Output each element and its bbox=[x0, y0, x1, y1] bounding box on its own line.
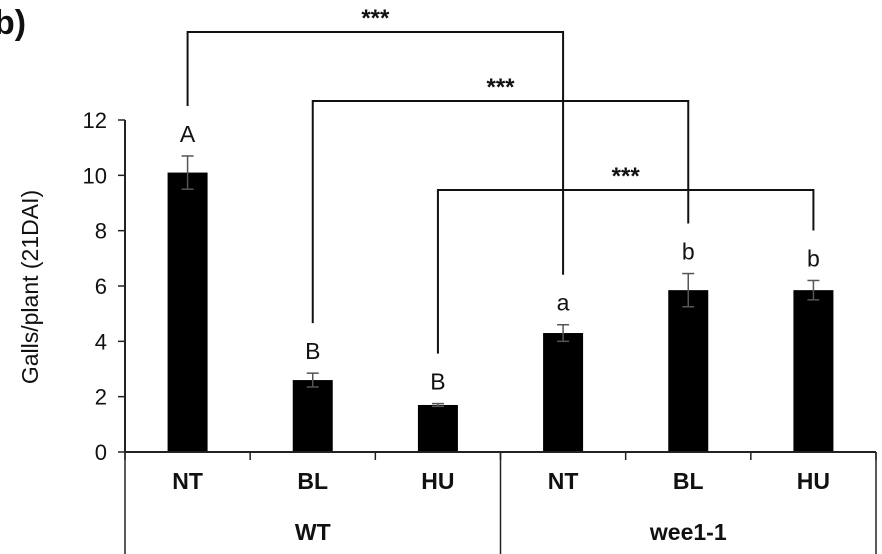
significance-bracket bbox=[186, 31, 565, 275]
significance-stars: *** bbox=[612, 163, 641, 190]
significance-bracket bbox=[436, 189, 815, 354]
significance-stars: *** bbox=[361, 5, 390, 32]
bars bbox=[167, 172, 834, 453]
x-category-label: NT bbox=[172, 468, 203, 494]
x-category-label: NT bbox=[548, 468, 579, 494]
significance-brackets: *** *** *** bbox=[186, 5, 815, 354]
x-group-label: WT bbox=[295, 519, 331, 545]
x-group-labels: WT wee1-1 bbox=[295, 519, 727, 545]
x-category-label: BL bbox=[673, 468, 704, 494]
significance-letter: b bbox=[807, 245, 820, 271]
bar bbox=[292, 380, 333, 452]
y-tick-label: 8 bbox=[95, 219, 107, 244]
y-tick-label: 12 bbox=[83, 108, 107, 133]
y-tick-label: 6 bbox=[95, 274, 107, 299]
y-axis-label: Galls/plant (21DAI) bbox=[17, 190, 43, 384]
x-category-label: BL bbox=[297, 468, 328, 494]
x-category-label: HU bbox=[421, 468, 454, 494]
significance-letter: A bbox=[180, 121, 196, 147]
significance-bracket bbox=[311, 100, 690, 324]
x-group-label: wee1-1 bbox=[649, 519, 727, 545]
significance-letter: B bbox=[430, 369, 445, 395]
y-tick-label: 4 bbox=[95, 329, 107, 354]
significance-letter: a bbox=[557, 290, 570, 316]
bar bbox=[417, 404, 458, 452]
axes bbox=[118, 119, 877, 554]
significance-letter: B bbox=[305, 338, 320, 364]
x-category-labels: NT BL HU NT BL HU bbox=[172, 468, 830, 494]
y-tick-label: 2 bbox=[95, 385, 107, 410]
significance-letters: A B Ba b b bbox=[180, 121, 820, 395]
significance-stars: *** bbox=[486, 74, 515, 101]
x-category-label: HU bbox=[797, 468, 830, 494]
error-bars bbox=[181, 155, 820, 408]
y-tick-label: 0 bbox=[95, 440, 107, 465]
bar bbox=[668, 290, 709, 452]
bar bbox=[543, 333, 584, 452]
y-tick-label: 10 bbox=[83, 163, 107, 188]
significance-letter: b bbox=[682, 239, 695, 265]
bar bbox=[793, 290, 834, 452]
bar bbox=[167, 172, 208, 453]
panel-label: b) bbox=[0, 4, 26, 42]
y-tick-labels: 0 2 4 6 8 10 12 bbox=[83, 108, 107, 465]
